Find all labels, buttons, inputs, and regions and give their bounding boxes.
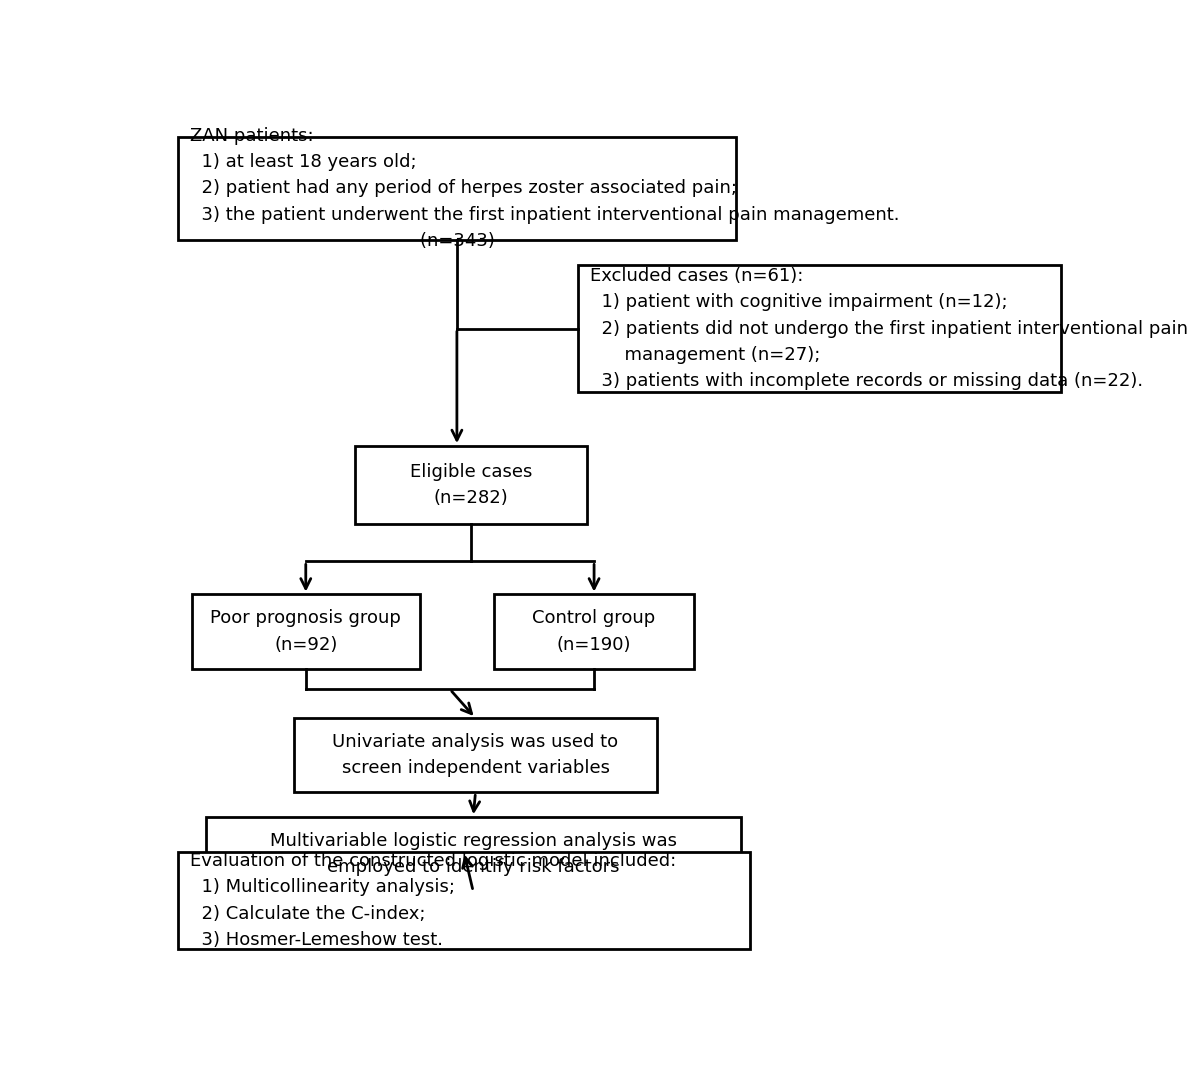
Text: Univariate analysis was used to
screen independent variables: Univariate analysis was used to screen i…: [332, 733, 618, 778]
Text: Eligible cases
(n=282): Eligible cases (n=282): [409, 463, 532, 508]
FancyBboxPatch shape: [294, 719, 656, 793]
Text: Evaluation of the constructed logistic model included:
  1) Multicollinearity an: Evaluation of the constructed logistic m…: [190, 851, 677, 949]
Text: Poor prognosis group
(n=92): Poor prognosis group (n=92): [210, 609, 401, 653]
Text: Multivariable logistic regression analysis was
employed to identify risk factors: Multivariable logistic regression analys…: [270, 832, 677, 876]
FancyBboxPatch shape: [178, 851, 750, 949]
FancyBboxPatch shape: [494, 594, 694, 668]
FancyBboxPatch shape: [206, 817, 740, 891]
FancyBboxPatch shape: [355, 446, 587, 525]
Text: Excluded cases (n=61):
  1) patient with cognitive impairment (n=12);
  2) patie: Excluded cases (n=61): 1) patient with c…: [590, 267, 1188, 390]
FancyBboxPatch shape: [578, 265, 1062, 392]
FancyBboxPatch shape: [178, 137, 736, 240]
FancyBboxPatch shape: [192, 594, 420, 668]
Text: Control group
(n=190): Control group (n=190): [533, 609, 655, 653]
Text: ZAN patients:
  1) at least 18 years old;
  2) patient had any period of herpes : ZAN patients: 1) at least 18 years old; …: [190, 126, 900, 251]
